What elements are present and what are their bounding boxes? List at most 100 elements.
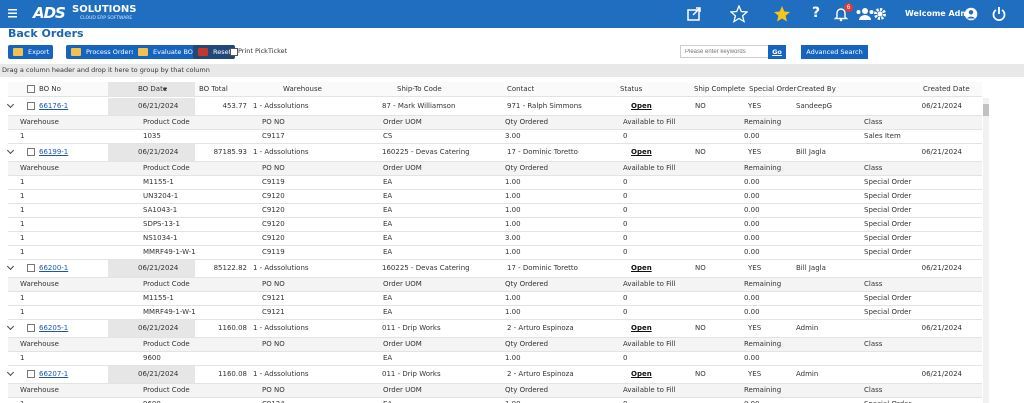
status[interactable]: Open <box>625 101 658 112</box>
detail-cell: EA <box>383 398 392 403</box>
search-input[interactable] <box>680 45 772 58</box>
bo-no[interactable]: 66205-1 <box>39 324 69 332</box>
toolbar-button[interactable]: Reset <box>193 45 236 59</box>
detail-column-header: PO NO <box>262 340 285 348</box>
row-checkbox[interactable] <box>27 264 35 272</box>
scrollbar[interactable] <box>983 98 989 403</box>
favorites-icon[interactable] <box>730 5 748 23</box>
logo-tagline: CLOUD ERP SOFTWARE <box>80 16 133 21</box>
row-checkbox[interactable] <box>27 102 35 110</box>
detail-cell: Special Order <box>864 192 912 200</box>
user-icon[interactable] <box>964 7 978 21</box>
toolbar-button[interactable]: Process Orders <box>66 45 139 59</box>
detail-header-row: Warehouse Product Code PO NO Order UOM Qty O… <box>8 162 982 176</box>
bell-icon[interactable] <box>834 6 848 22</box>
warehouse: 1 - Adssolutions <box>253 324 309 332</box>
bo-no[interactable]: 66207-1 <box>39 370 69 378</box>
detail-column-header: PO NO <box>262 164 285 172</box>
sorted-column-bg <box>108 82 195 96</box>
expand-toggle[interactable] <box>6 322 15 331</box>
status[interactable]: Open <box>625 369 658 380</box>
warehouse: 1 - Adssolutions <box>253 370 309 378</box>
detail-cell: 1 <box>20 308 25 316</box>
status[interactable]: Open <box>625 147 658 158</box>
column-header[interactable]: Ship-To Code <box>397 85 442 93</box>
bo-total: 87185.93 <box>213 148 247 156</box>
detail-cell: 0 <box>623 248 628 256</box>
expand-toggle[interactable] <box>6 368 15 377</box>
ship-to: 011 - Drip Works <box>382 370 441 378</box>
detail-column-header: Qty Ordered <box>505 386 549 394</box>
detail-column-header: Warehouse <box>20 280 59 288</box>
settings-icon[interactable] <box>873 7 887 21</box>
column-header[interactable]: BO Total <box>199 85 228 93</box>
detail-row: 1 UN3204-1 C9120 EA 1.00 0 0.00 Special Order <box>8 190 982 204</box>
column-header[interactable]: Warehouse <box>283 85 322 93</box>
order-row: 66176-1 06/21/2024 453.77 1 - Adssolutions 8… <box>6 98 982 116</box>
print-pickticket-checkbox[interactable] <box>230 48 238 56</box>
row-checkbox[interactable] <box>27 148 35 156</box>
expand-toggle[interactable] <box>6 146 15 155</box>
detail-cell: 0.00 <box>744 178 760 186</box>
ship-to: 160225 - Devas Catering <box>382 148 470 156</box>
users-icon[interactable] <box>855 7 875 21</box>
row-checkbox[interactable] <box>27 85 35 93</box>
star-icon[interactable] <box>773 5 791 23</box>
menu-icon[interactable] <box>8 8 18 18</box>
detail-cell: 1 <box>20 248 25 256</box>
column-header[interactable]: Created By <box>797 85 836 93</box>
detail-cell: C9117 <box>262 132 285 140</box>
power-icon[interactable] <box>992 6 1006 22</box>
detail-cell: MMRF49-1-W-1 <box>143 248 196 256</box>
expand-toggle[interactable] <box>6 262 15 271</box>
detail-column-header: PO NO <box>262 118 285 126</box>
detail-cell: M1155-1 <box>143 178 174 186</box>
sorted-column-bg <box>108 144 195 161</box>
column-header[interactable]: BO Date <box>138 85 168 93</box>
bo-no[interactable]: 66200-1 <box>39 264 69 272</box>
detail-cell: EA <box>383 192 393 200</box>
detail-cell: NS1034-1 <box>143 234 178 242</box>
order-row: 66207-1 06/21/2024 1160.08 1 - Adssolutions… <box>6 366 982 384</box>
logo[interactable]: ADS <box>33 4 66 22</box>
advanced-search-button[interactable]: Advanced Search <box>801 45 868 59</box>
column-header[interactable]: Created Date <box>923 85 970 93</box>
sort-arrow[interactable] <box>163 88 167 91</box>
detail-cell: EA <box>383 206 393 214</box>
button-icon <box>13 48 23 56</box>
row-checkbox[interactable] <box>27 370 35 378</box>
bo-date: 06/21/2024 <box>138 370 179 378</box>
header-row: BO No BO Date BO Total Warehouse Ship-To Cod… <box>8 82 982 97</box>
column-header[interactable]: Status <box>620 85 643 93</box>
order-row: 66205-1 06/21/2024 1160.08 1 - Adssolutions… <box>6 320 982 338</box>
top-bar: ADS SOLUTIONS CLOUD ERP SOFTWARE ? 6 Wel… <box>0 0 1024 28</box>
button-icon <box>138 48 148 56</box>
detail-cell: 0 <box>623 178 628 186</box>
go-button[interactable]: Go <box>768 45 786 59</box>
expand-toggle[interactable] <box>6 100 15 109</box>
toolbar-button[interactable]: Evaluate BOs <box>133 45 201 59</box>
row-checkbox[interactable] <box>27 324 35 332</box>
detail-column-header: Product Code <box>143 164 190 172</box>
bo-no[interactable]: 66199-1 <box>39 148 69 156</box>
detail-cell: Sales Item <box>864 132 901 140</box>
detail-cell: C9119 <box>262 178 285 186</box>
detail-cell: EA <box>383 234 393 242</box>
status[interactable]: Open <box>625 323 658 334</box>
toolbar-button[interactable]: Export <box>8 45 54 59</box>
detail-cell: 0.00 <box>744 354 760 362</box>
column-header[interactable]: Contact <box>507 85 535 93</box>
welcome-text[interactable]: Welcome Admin <box>905 9 978 18</box>
detail-column-header: Product Code <box>143 280 190 288</box>
detail-column-header: PO NO <box>262 386 285 394</box>
column-header[interactable]: BO No <box>39 85 61 93</box>
help-icon[interactable]: ? <box>812 5 821 21</box>
bo-no[interactable]: 66176-1 <box>39 102 69 110</box>
detail-cell: 1 <box>20 398 24 403</box>
created-by: Admin <box>796 370 819 378</box>
share-icon[interactable] <box>686 6 704 22</box>
column-header[interactable]: Special Order <box>749 85 797 93</box>
status[interactable]: Open <box>625 263 658 274</box>
column-header[interactable]: Ship Complete <box>694 85 746 93</box>
detail-cell: 1.00 <box>505 308 521 316</box>
